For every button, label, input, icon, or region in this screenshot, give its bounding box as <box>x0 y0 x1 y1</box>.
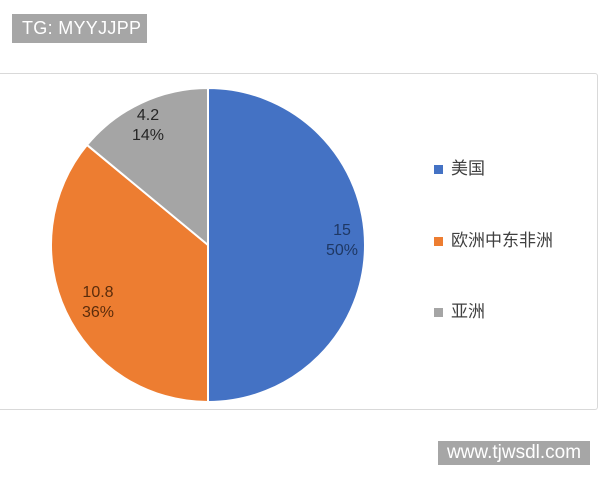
svg-text:10.8: 10.8 <box>82 284 113 301</box>
svg-text:15: 15 <box>333 222 351 239</box>
svg-text:4.2: 4.2 <box>137 107 159 124</box>
svg-text:50%: 50% <box>326 242 358 259</box>
svg-text:14%: 14% <box>132 127 164 144</box>
svg-text:36%: 36% <box>82 304 114 321</box>
